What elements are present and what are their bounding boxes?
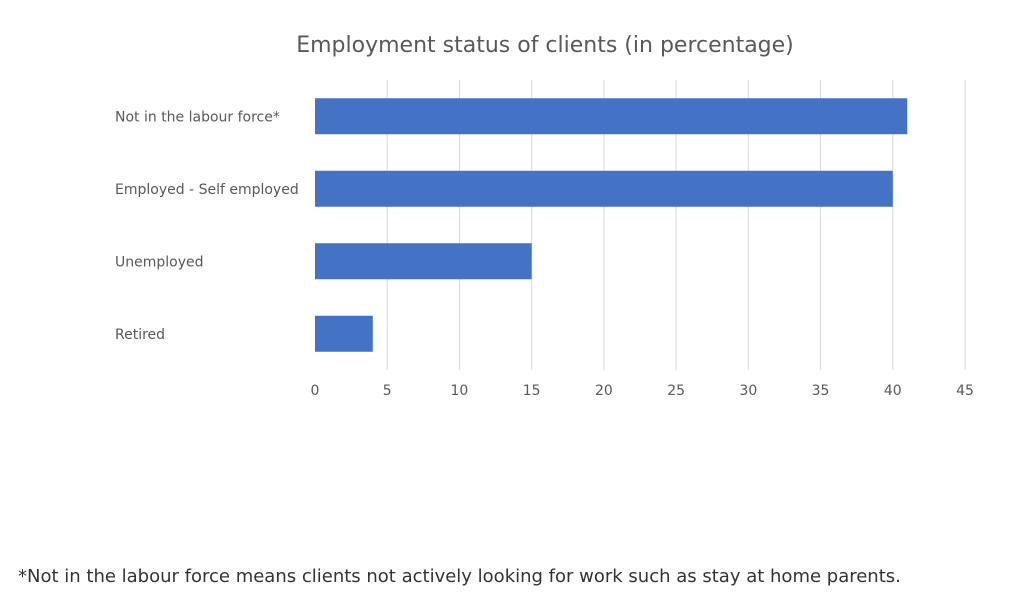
bar — [315, 243, 532, 280]
x-tick-label: 0 — [311, 383, 320, 399]
x-tick-label: 30 — [739, 383, 757, 399]
bar-chart: Employment status of clients (in percent… — [115, 33, 974, 399]
footnote: *Not in the labour force means clients n… — [18, 566, 901, 587]
x-tick-label: 45 — [956, 383, 974, 399]
category-label: Employed - Self employed — [115, 182, 299, 198]
chart-title: Employment status of clients (in percent… — [296, 33, 794, 58]
x-tick-label: 40 — [884, 383, 902, 399]
x-tick-label: 15 — [523, 383, 541, 399]
bar — [315, 98, 908, 135]
category-label: Retired — [115, 327, 165, 343]
x-tick-labels: 0 5 10 15 20 25 30 35 40 45 — [311, 383, 974, 399]
category-label: Not in the labour force* — [115, 109, 280, 125]
category-labels: Not in the labour force* Employed - Self … — [115, 109, 299, 343]
x-tick-label: 25 — [667, 383, 685, 399]
bar — [315, 170, 893, 207]
x-tick-label: 20 — [595, 383, 613, 399]
bar — [315, 315, 373, 352]
x-tick-label: 5 — [383, 383, 392, 399]
bars — [315, 98, 908, 352]
x-tick-label: 10 — [451, 383, 469, 399]
x-tick-label: 35 — [812, 383, 830, 399]
category-label: Unemployed — [115, 254, 204, 270]
